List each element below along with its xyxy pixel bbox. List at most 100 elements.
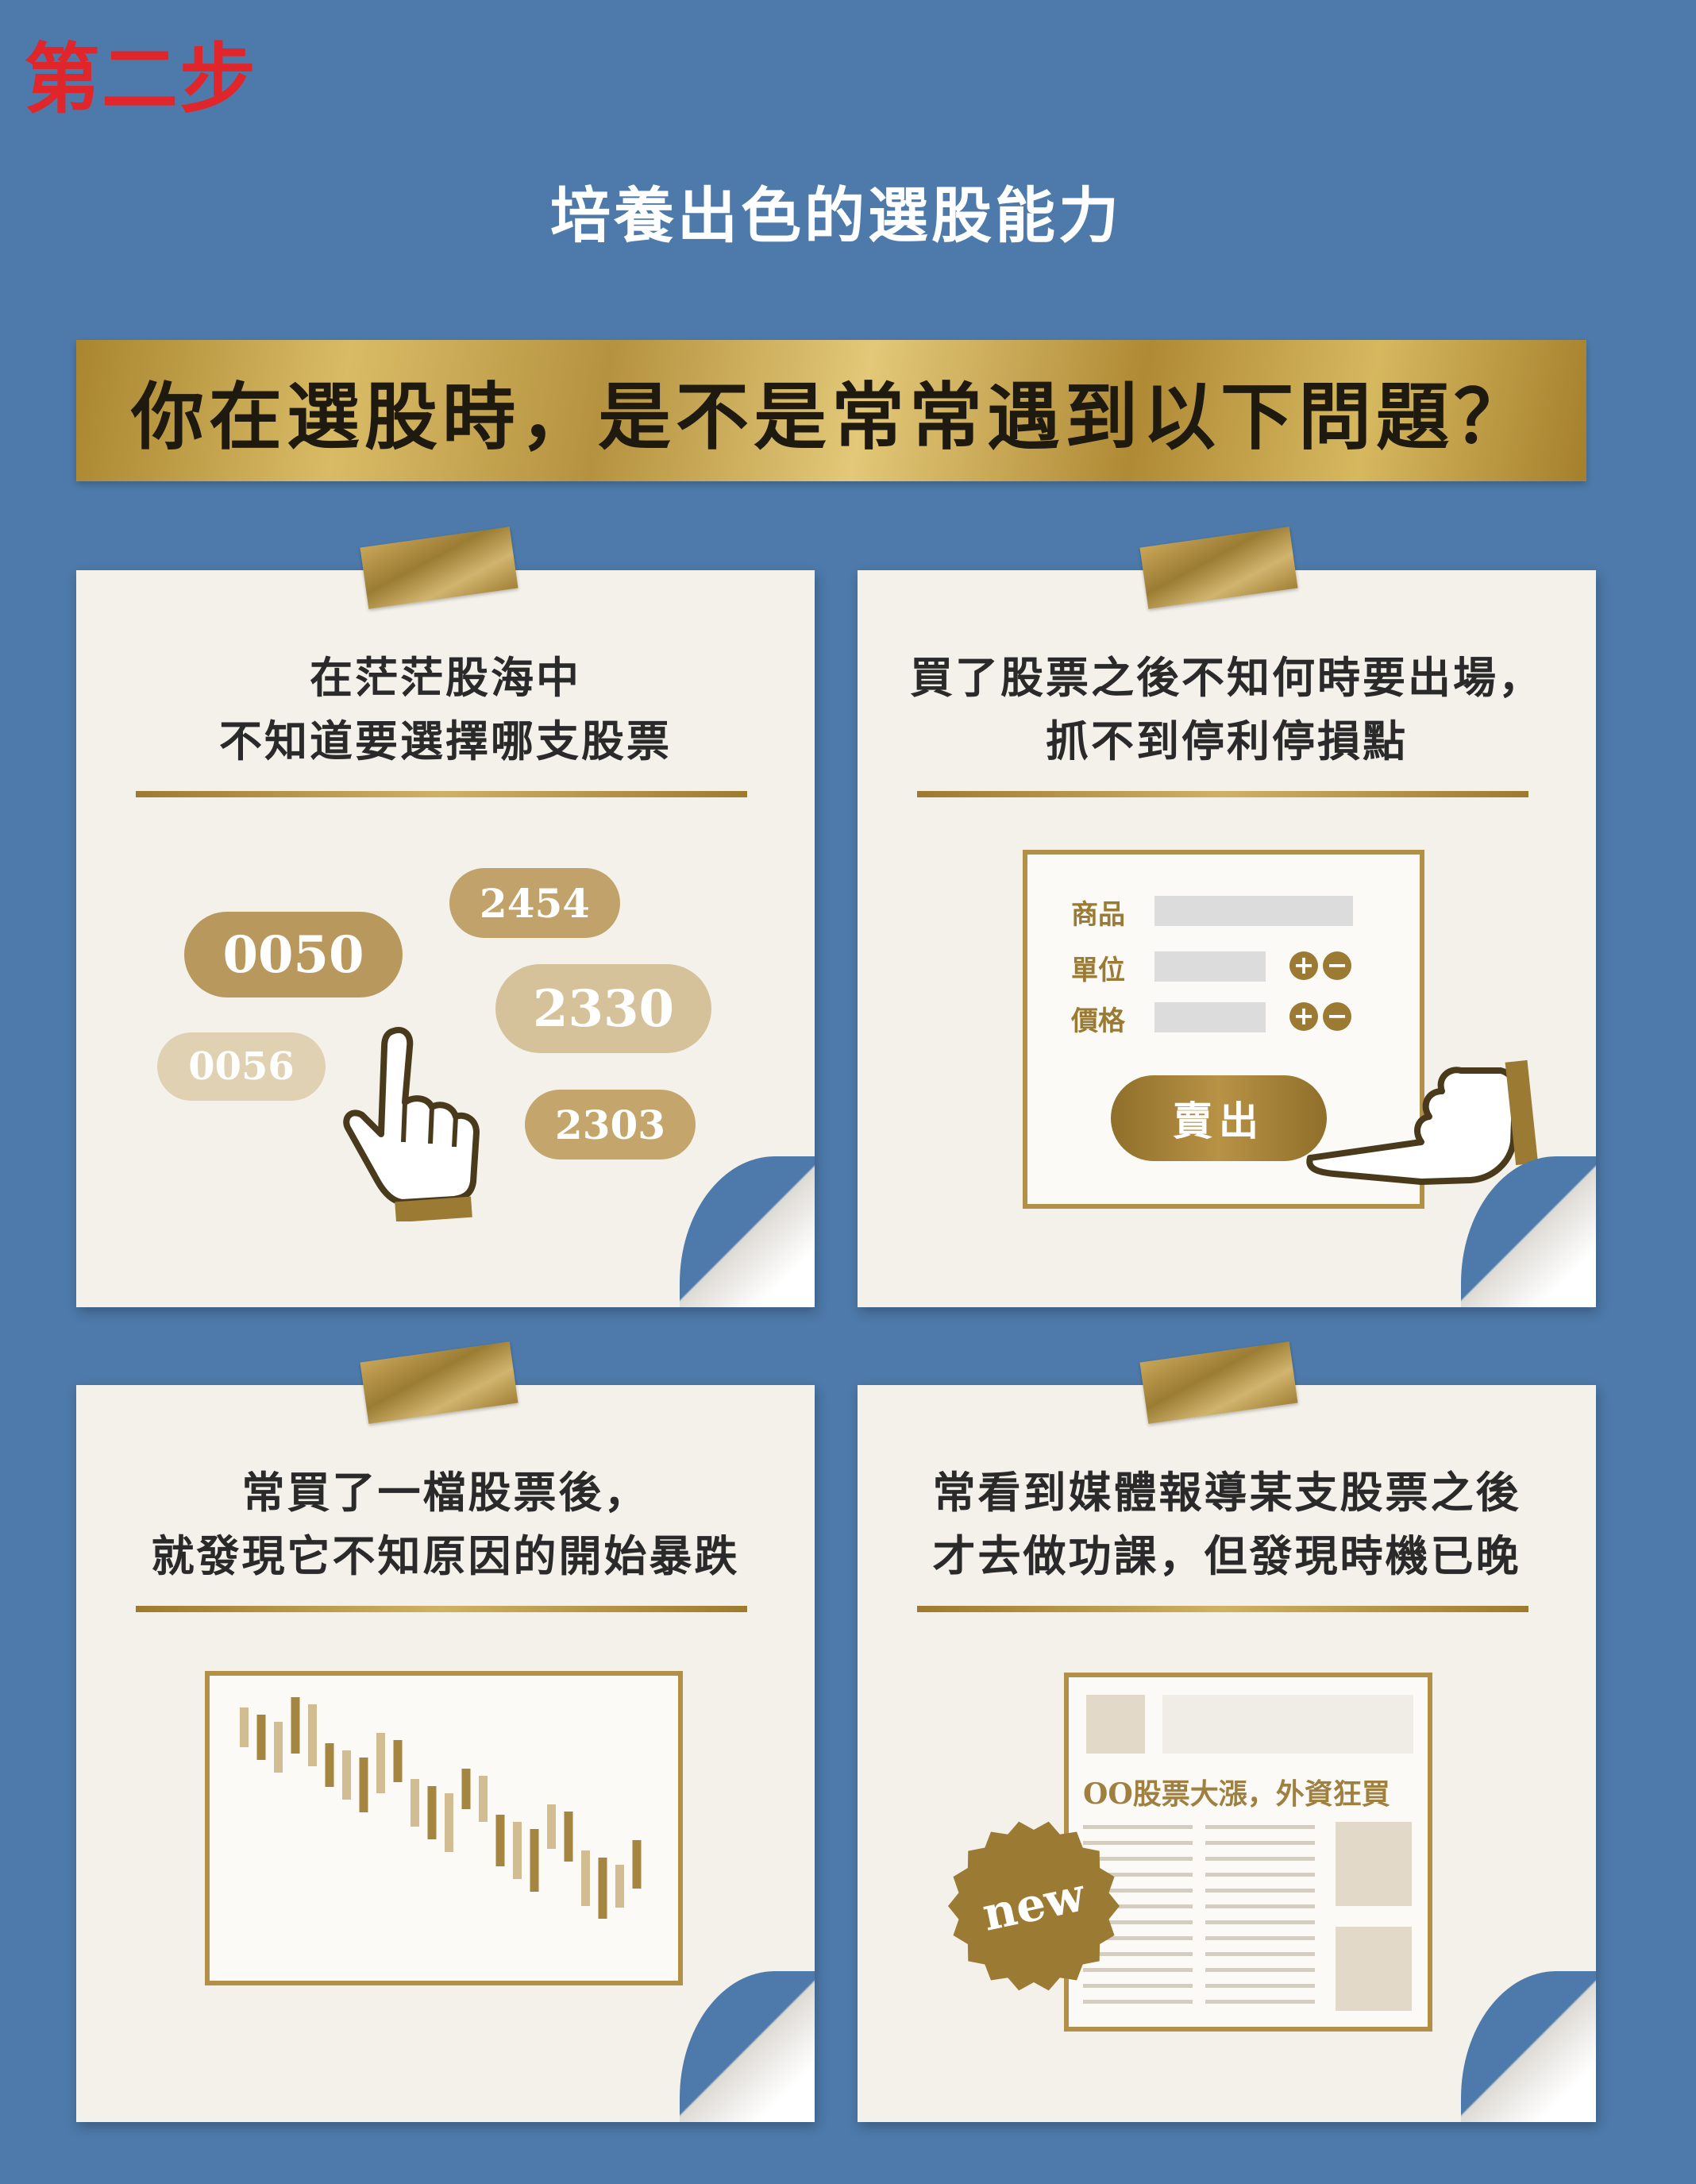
card-media-report: 常看到媒體報導某支股票之後 才去做功課，但發現時機已晚 OO股票大漲，外資狂買 … <box>858 1385 1596 2122</box>
news-text-line <box>1083 1857 1193 1861</box>
news-text-line <box>1205 1841 1315 1845</box>
news-text-line <box>1205 1889 1315 1893</box>
candle-bar <box>445 1793 453 1852</box>
news-text-line <box>1083 1952 1193 1956</box>
candle-bar <box>291 1697 300 1754</box>
card-title-line: 在茫茫股海中 <box>310 652 581 703</box>
news-text-line <box>1083 1825 1193 1829</box>
card-title: 在茫茫股海中 不知道要選擇哪支股票 <box>76 646 815 773</box>
news-text-line <box>1083 1920 1193 1924</box>
candle-bar <box>564 1812 573 1862</box>
pointing-hand-icon <box>343 1027 480 1221</box>
news-masthead <box>1162 1695 1413 1754</box>
news-text-line <box>1205 1920 1315 1924</box>
news-text-line <box>1205 1825 1315 1829</box>
card-title: 買了股票之後不知何時要出場， 抓不到停利停損點 <box>858 646 1596 773</box>
card-sudden-drop: 常買了一檔股票後， 就發現它不知原因的開始暴跌 <box>76 1385 815 2122</box>
ticker-pill: 0050 <box>184 912 403 997</box>
gold-divider <box>917 1606 1528 1612</box>
price-field[interactable] <box>1154 1002 1266 1032</box>
candlestick-chart <box>240 1697 642 1919</box>
gold-divider <box>136 791 747 797</box>
candle-bar <box>513 1822 522 1879</box>
candle-bar <box>240 1707 249 1747</box>
card-title-line: 常看到媒體報導某支股票之後 <box>932 1467 1521 1518</box>
unit-plus-button[interactable]: + <box>1289 951 1318 980</box>
candle-bar <box>427 1786 437 1839</box>
news-text-line <box>1205 1857 1315 1861</box>
news-text-line <box>1083 2000 1193 2004</box>
unit-minus-button[interactable]: − <box>1323 951 1351 980</box>
news-text-line <box>1083 1904 1193 1908</box>
candle-bar <box>581 1850 590 1906</box>
candle-bar <box>547 1804 556 1849</box>
card-title-line: 抓不到停利停損點 <box>1046 716 1408 766</box>
card-title-line: 買了股票之後不知何時要出場， <box>910 652 1544 703</box>
card-title: 常買了一檔股票後， 就發現它不知原因的開始暴跌 <box>76 1461 815 1588</box>
candle-bar <box>393 1740 403 1782</box>
candle-bar <box>325 1743 334 1787</box>
page-subtitle: 培養出色的選股能力 <box>550 180 1122 251</box>
pointing-hand-icon <box>1306 1059 1539 1185</box>
news-text-line <box>1083 1841 1193 1845</box>
news-text-line <box>1205 1984 1315 1988</box>
ticker-pill: 2303 <box>525 1090 696 1160</box>
ticker-pill: 2454 <box>449 868 620 938</box>
news-text-line <box>1205 1936 1315 1940</box>
news-headline: OO股票大漲，外資狂買 <box>1083 1777 1390 1811</box>
page-curl <box>1461 1971 1596 2122</box>
step-label: 第二步 <box>24 35 257 124</box>
candle-bar <box>411 1779 419 1827</box>
candle-bar <box>274 1722 283 1773</box>
candle-bar <box>530 1829 539 1892</box>
news-text-line <box>1205 1904 1315 1908</box>
card-title-line: 常買了一檔股票後， <box>241 1467 649 1518</box>
unit-label: 單位 <box>1071 955 1125 986</box>
news-text-line <box>1205 2000 1315 2004</box>
sell-button[interactable]: 賣出 <box>1111 1075 1327 1161</box>
candle-bar <box>308 1704 317 1766</box>
page-curl <box>680 1156 815 1307</box>
newspaper: OO股票大漲，外資狂買 <box>1064 1673 1432 2032</box>
candle-bar <box>495 1815 505 1866</box>
card-exit-timing: 買了股票之後不知何時要出場， 抓不到停利停損點 商品 單位 + − 價格 + −… <box>858 570 1596 1307</box>
candle-bar <box>256 1715 266 1760</box>
ticker-pill: 2330 <box>495 964 711 1053</box>
new-badge-icon: new <box>948 1821 1120 1991</box>
news-text-line <box>1205 1968 1315 1972</box>
page-curl <box>680 1971 815 2122</box>
falling-price-chart <box>205 1671 683 1985</box>
product-field[interactable] <box>1154 896 1353 926</box>
candle-bar <box>376 1733 385 1793</box>
card-title-line: 才去做功課，但發現時機已晚 <box>932 1530 1521 1581</box>
candle-bar <box>479 1776 488 1822</box>
card-title-line: 就發現它不知原因的開始暴跌 <box>151 1530 740 1581</box>
price-label: 價格 <box>1071 1005 1125 1037</box>
candle-bar <box>359 1758 368 1812</box>
gold-divider <box>917 791 1528 797</box>
news-text-line <box>1083 1984 1193 1988</box>
price-plus-button[interactable]: + <box>1289 1002 1318 1031</box>
news-text-line <box>1083 1889 1193 1893</box>
question-banner: 你在選股時，是不是常常遇到以下問題？ <box>76 340 1586 481</box>
candle-bar <box>461 1769 471 1809</box>
candle-bar <box>632 1840 642 1889</box>
news-text-line <box>1205 1873 1315 1877</box>
news-photo <box>1086 1695 1145 1754</box>
card-title-line: 不知道要選擇哪支股票 <box>219 716 672 766</box>
news-text-line <box>1083 1873 1193 1877</box>
candle-bar <box>598 1858 607 1919</box>
news-text-line <box>1083 1936 1193 1940</box>
candle-bar <box>342 1750 351 1800</box>
unit-field[interactable] <box>1154 951 1266 982</box>
ticker-pill: 0056 <box>157 1032 326 1101</box>
price-minus-button[interactable]: − <box>1323 1002 1351 1031</box>
card-stock-choice: 在茫茫股海中 不知道要選擇哪支股票 2454 0050 2330 0056 23… <box>76 570 815 1307</box>
news-image <box>1336 1927 1412 2011</box>
news-image <box>1336 1822 1412 1906</box>
candle-bar <box>615 1865 624 1908</box>
product-label: 商品 <box>1071 899 1125 931</box>
card-title: 常看到媒體報導某支股票之後 才去做功課，但發現時機已晚 <box>858 1461 1596 1588</box>
question-banner-text: 你在選股時，是不是常常遇到以下問題？ <box>130 373 1532 460</box>
news-text-line <box>1083 1968 1193 1972</box>
